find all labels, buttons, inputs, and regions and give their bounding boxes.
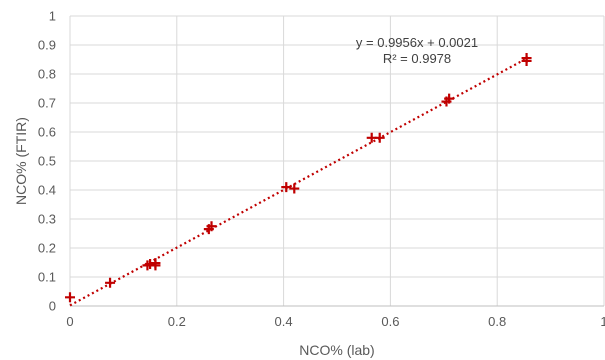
x-tick-label: 1 [600,314,605,329]
y-tick-labels: 0 0.1 0.2 0.3 0.4 0.5 0.6 0.7 0.8 0.9 1 [38,9,56,314]
y-tick-label: 0.5 [38,154,56,169]
x-tick-label: 0 [66,314,73,329]
y-tick-label: 0.7 [38,96,56,111]
data-point [65,292,75,303]
data-point [150,258,161,269]
trendline [69,57,528,307]
y-tick-label: 0.6 [38,125,56,140]
x-tick-label: 0.8 [488,314,506,329]
y-tick-label: 0.4 [38,183,56,198]
y-tick-label: 0.1 [38,270,56,285]
y-tick-label: 1 [49,9,56,24]
data-point [281,182,292,193]
data-point [521,53,532,64]
data-point [444,93,455,104]
data-points [65,53,532,303]
x-tick-label: 0.2 [168,314,186,329]
x-tick-label: 0.6 [381,314,399,329]
y-tick-label: 0.2 [38,241,56,256]
y-axis-title: NCO% (FTIR) [13,117,29,205]
data-point [374,132,385,143]
trendline-equation: y = 0.9956x + 0.0021 [356,35,478,50]
y-tick-label: 0 [49,299,56,314]
x-axis-title: NCO% (lab) [299,342,374,358]
y-tick-label: 0.3 [38,212,56,227]
data-point [105,277,116,288]
trendline-group [69,57,528,307]
data-point [206,221,217,232]
y-tick-label: 0.9 [38,38,56,53]
axes [69,16,604,307]
x-tick-labels: 0 0.2 0.4 0.6 0.8 1 [66,314,605,329]
r-squared-label: R² = 0.9978 [383,51,451,66]
y-tick-label: 0.8 [38,67,56,82]
x-tick-label: 0.4 [275,314,293,329]
data-point [289,183,300,194]
